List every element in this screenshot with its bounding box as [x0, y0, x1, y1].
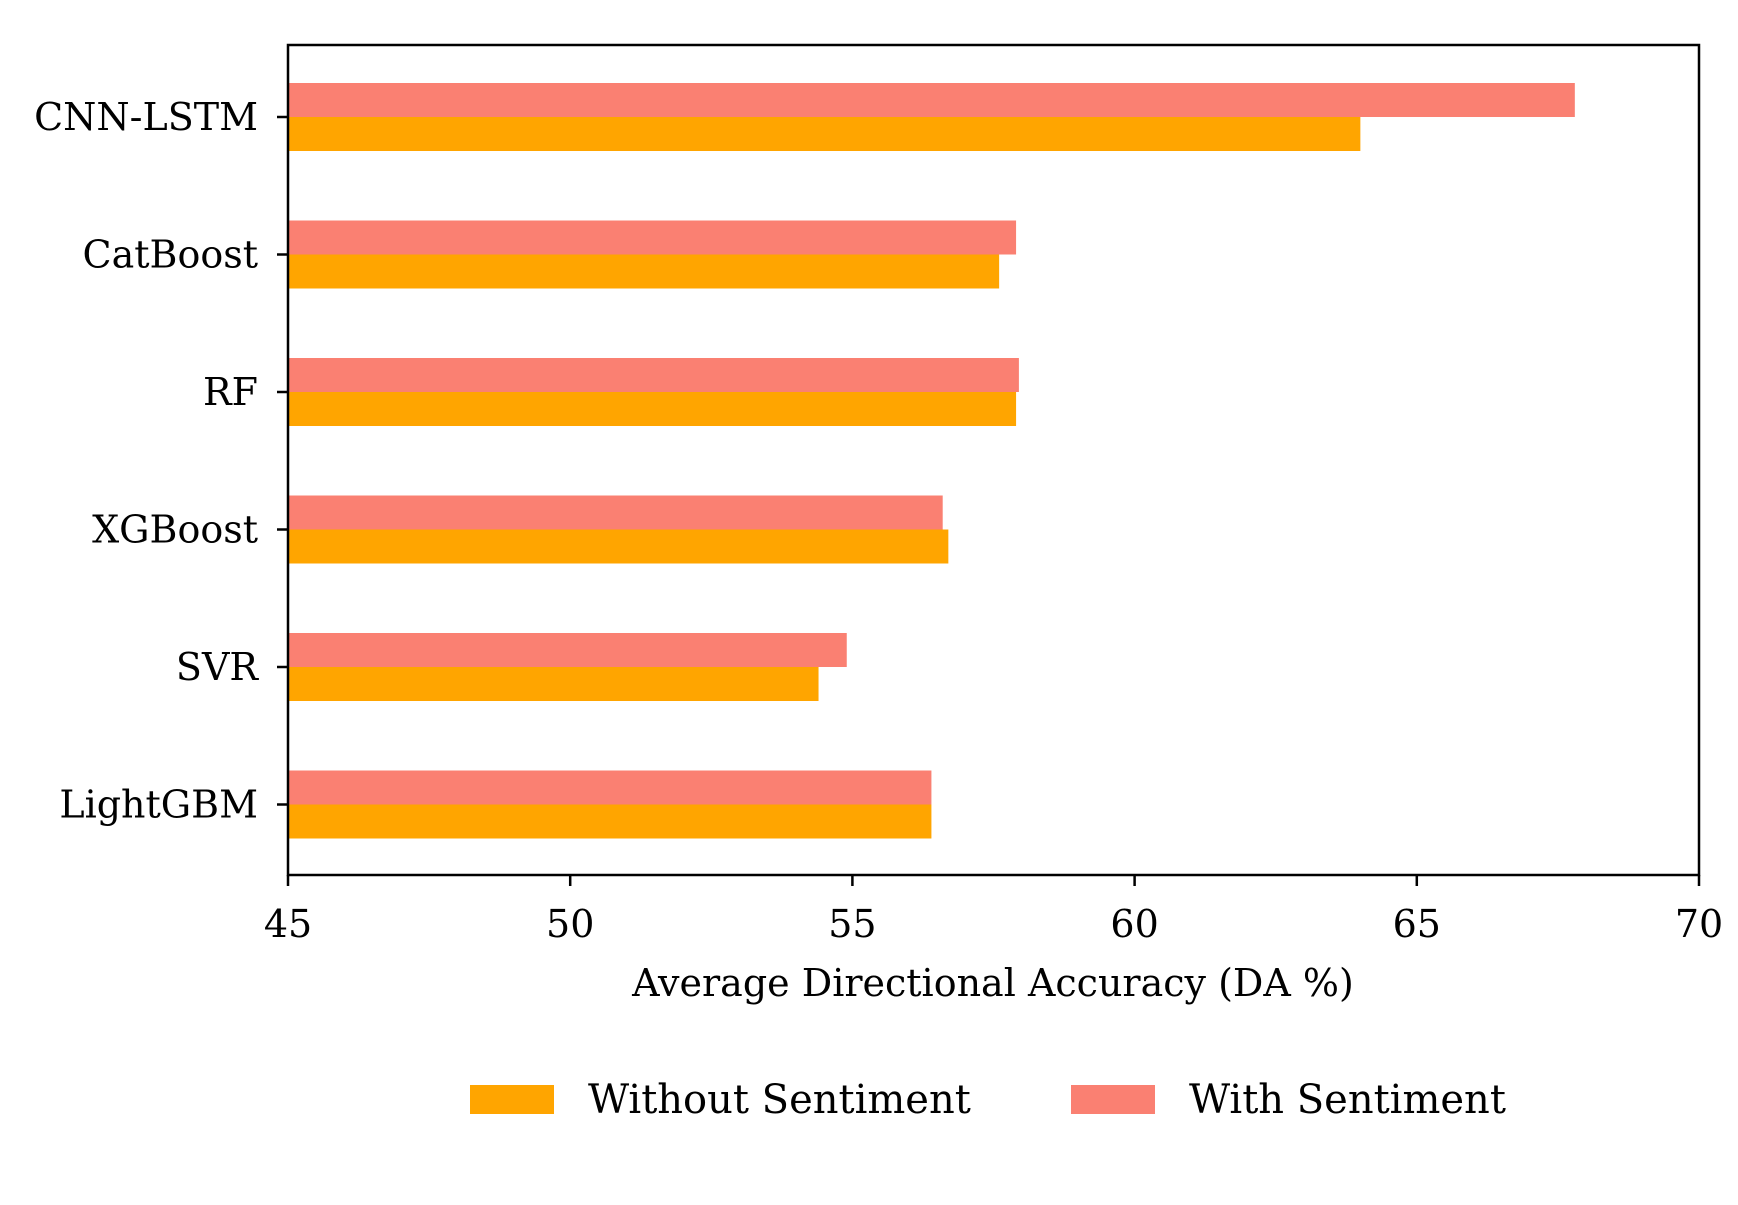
x-tick-label: 60 — [1110, 902, 1158, 946]
legend-label: Without Sentiment — [588, 1077, 971, 1123]
bar-without-sentiment-cnn-lstm — [288, 117, 1361, 151]
bar-without-sentiment-catboost — [288, 254, 1000, 289]
bar-without-sentiment-rf — [288, 392, 1017, 426]
legend-swatch-with-sentiment — [1071, 1085, 1155, 1114]
legend-swatch-without-sentiment — [470, 1085, 554, 1114]
x-tick-label: 45 — [264, 902, 312, 946]
y-tick-label: CNN-LSTM — [34, 95, 258, 139]
bar-without-sentiment-svr — [288, 667, 819, 701]
plot-frame — [286, 43, 1701, 877]
x-tick-label: 50 — [546, 902, 594, 946]
y-axis: CNN-LSTM CatBoost RF XGBoost SVR LightGBM — [34, 95, 288, 827]
bars-layer — [288, 83, 1575, 839]
x-axis-title: Average Directional Accuracy (DA %) — [631, 961, 1354, 1005]
bar-with-sentiment-svr — [288, 633, 847, 667]
bar-without-sentiment-lightgbm — [288, 804, 932, 839]
y-tick-label: XGBoost — [92, 508, 258, 552]
y-tick-label: CatBoost — [83, 233, 258, 277]
x-tick-label: 70 — [1675, 902, 1723, 946]
x-tick-label: 65 — [1393, 902, 1441, 946]
legend-label: With Sentiment — [1189, 1077, 1506, 1123]
bar-with-sentiment-xgboost — [288, 495, 943, 530]
x-axis: 45 50 55 60 65 70 — [264, 875, 1723, 946]
bar-with-sentiment-rf — [288, 358, 1019, 392]
legend: Without Sentiment With Sentiment — [470, 1077, 1506, 1123]
bar-without-sentiment-xgboost — [288, 529, 949, 564]
bar-with-sentiment-cnn-lstm — [288, 83, 1575, 117]
y-tick-label: RF — [203, 370, 258, 414]
bar-with-sentiment-lightgbm — [288, 770, 932, 805]
bar-with-sentiment-catboost — [288, 220, 1017, 255]
y-tick-label: LightGBM — [59, 783, 258, 827]
x-tick-label: 55 — [828, 902, 876, 946]
y-tick-label: SVR — [176, 645, 259, 689]
